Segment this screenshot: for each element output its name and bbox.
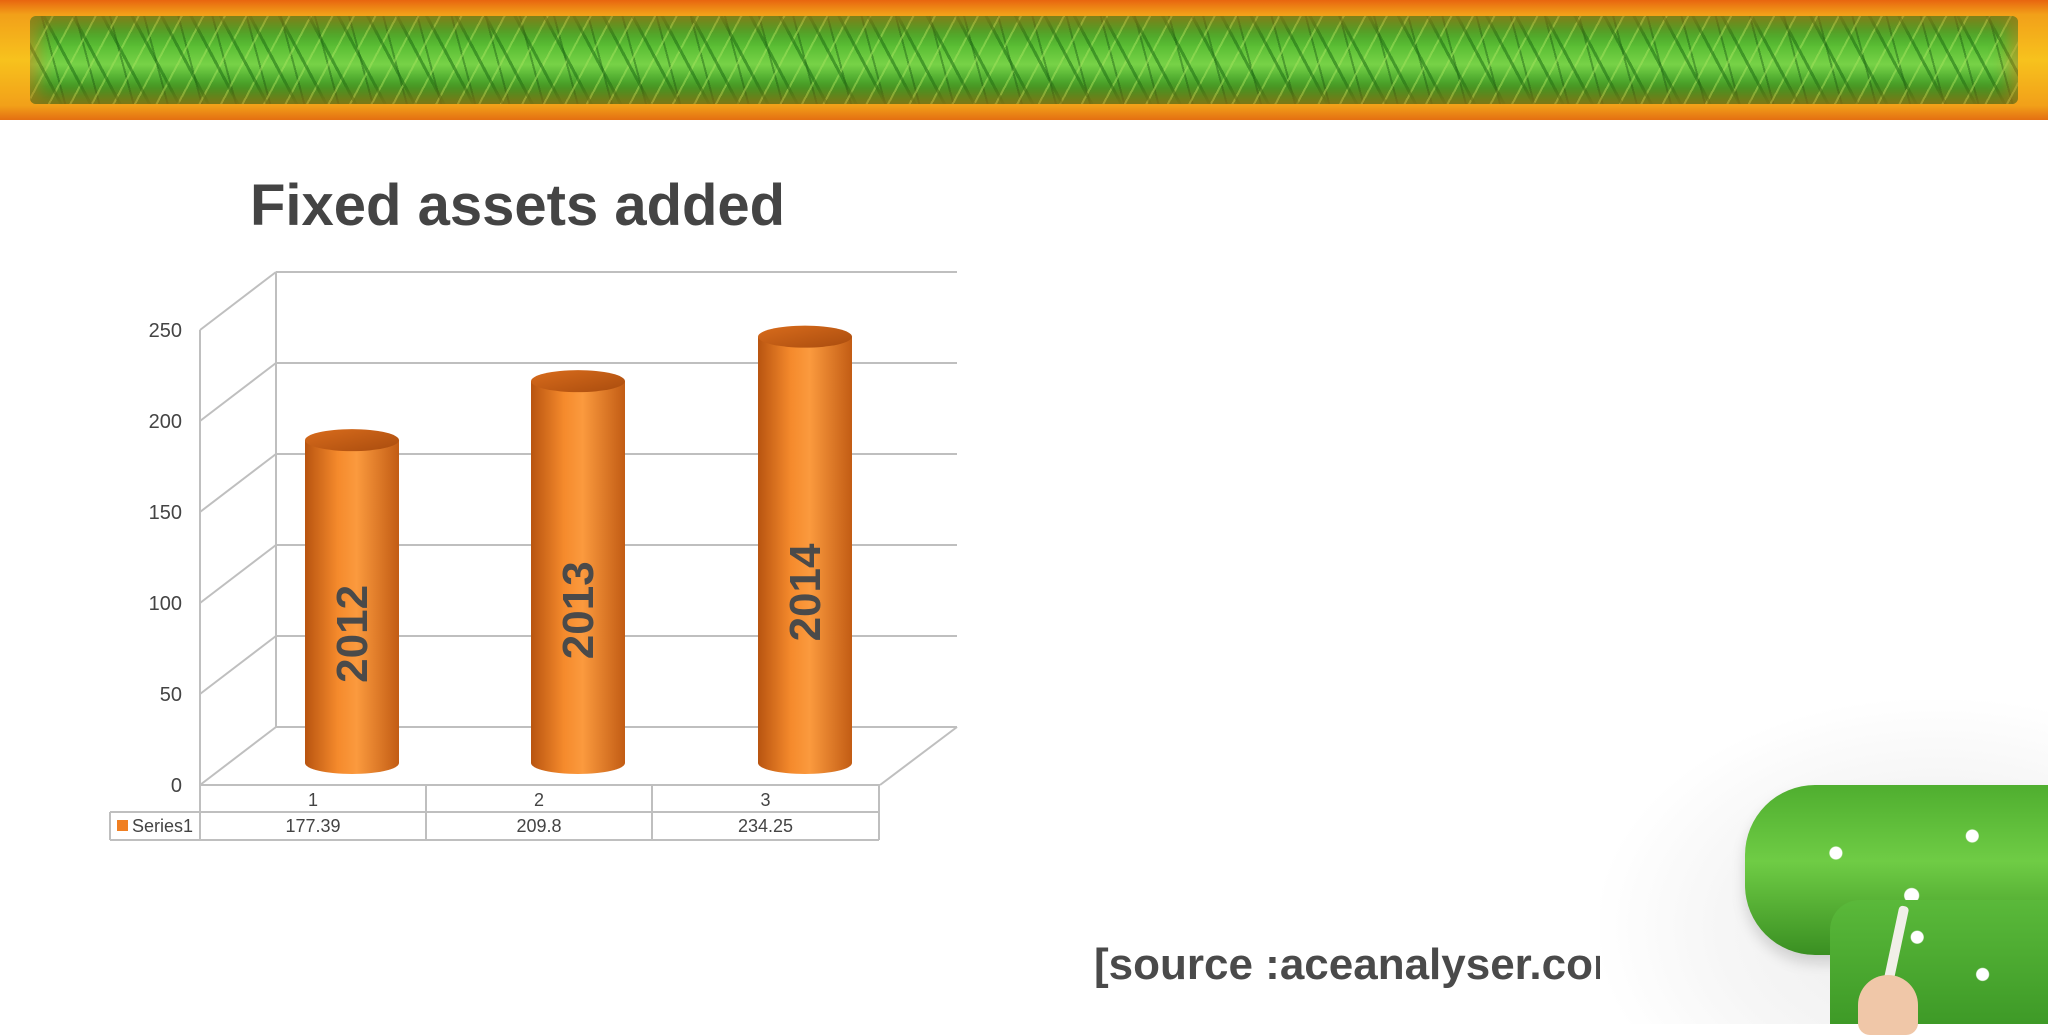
hand <box>1858 975 1918 1035</box>
bars: 2012 2013 2014 <box>305 325 852 774</box>
gridline-depth <box>199 544 277 604</box>
category-label: 3 <box>760 790 770 810</box>
y-tick-label: 200 <box>149 411 182 433</box>
gridline-depth <box>199 635 277 695</box>
grass-banner <box>0 0 2048 120</box>
category-label: 1 <box>308 790 318 810</box>
legend-swatch <box>117 820 128 831</box>
data-value: 209.8 <box>516 816 561 836</box>
data-table: 1 2 3 Series1 177.39 209.8 234.25 <box>109 785 880 841</box>
bar-label: 2014 <box>781 543 830 641</box>
floor-right <box>879 726 958 786</box>
bar-top <box>531 370 625 393</box>
y-axis: 0 50 100 150 200 250 <box>149 320 182 797</box>
bar-2012: 2012 <box>305 429 399 774</box>
bar-body <box>758 336 852 774</box>
data-value: 177.39 <box>285 816 340 836</box>
bar-2014: 2014 <box>758 325 852 774</box>
y-tick-label: 100 <box>149 593 182 615</box>
bar-body <box>305 440 399 774</box>
series-name: Series1 <box>132 816 193 836</box>
bar-label: 2012 <box>328 585 377 683</box>
grass-strip <box>30 16 2018 104</box>
chart-title: Fixed assets added <box>250 173 786 238</box>
y-tick-label: 250 <box>149 320 182 342</box>
gridline-depth <box>199 362 277 422</box>
y-tick-label: 50 <box>160 684 182 706</box>
bar-body <box>531 381 625 774</box>
y-tick-label: 150 <box>149 502 182 524</box>
data-value: 234.25 <box>738 816 793 836</box>
bar-2013: 2013 <box>531 370 625 774</box>
bar-label: 2013 <box>554 561 603 659</box>
gridline-depth <box>199 271 277 331</box>
gridline-depth <box>199 453 277 513</box>
category-label: 2 <box>534 790 544 810</box>
y-tick-label: 0 <box>171 775 182 797</box>
gridline-depth <box>199 726 277 786</box>
bar-top <box>758 325 852 348</box>
source-credit: [source :aceanalyser.com] <box>1094 940 1647 989</box>
bar-top <box>305 429 399 452</box>
